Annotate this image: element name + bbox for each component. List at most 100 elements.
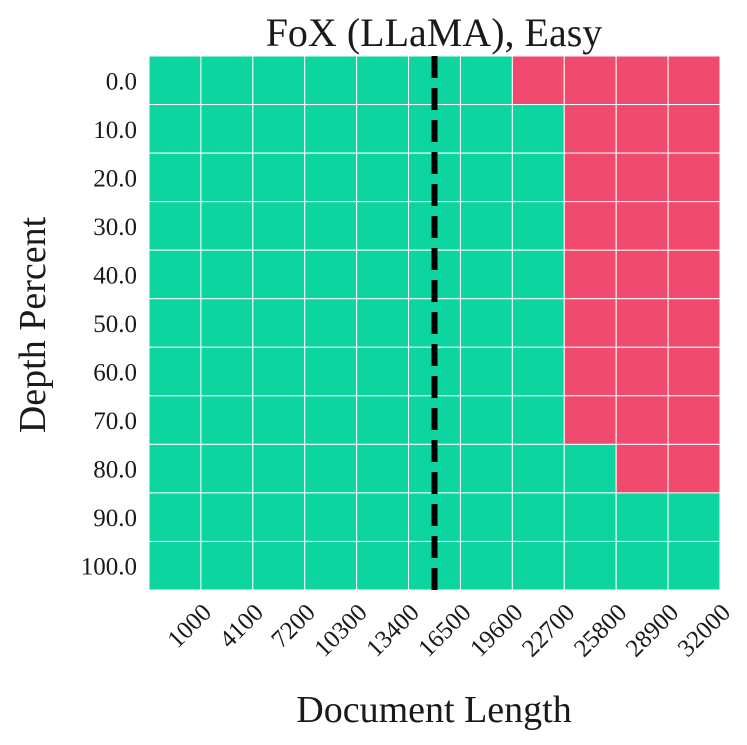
heatmap-cell [356, 443, 410, 494]
heatmap-cell [148, 346, 202, 397]
heatmap-cell [459, 346, 513, 397]
y-tick-label: 20.0 [93, 165, 137, 192]
heatmap-cell [511, 55, 565, 106]
heatmap-cell [148, 55, 202, 106]
heatmap-cell [615, 201, 669, 251]
heatmap-cell [511, 395, 565, 445]
heatmap-cell [148, 249, 202, 300]
heatmap-cell [563, 55, 617, 106]
heatmap-cell [356, 201, 410, 251]
y-tick-label: 100.0 [81, 554, 137, 581]
heatmap-cell [148, 492, 202, 542]
heatmap-cell [459, 443, 513, 494]
y-tick-labels: 0.0 10.0 20.0 30.0 40.0 50.0 60.0 70.0 80.0 90.0 1… [81, 68, 137, 580]
heatmap-cell [252, 395, 306, 445]
y-tick-label: 80.0 [93, 457, 137, 484]
heatmap-cell [667, 346, 721, 397]
heatmap-cell [200, 104, 254, 154]
heatmap-cell [563, 346, 617, 397]
heatmap-cell [563, 152, 617, 203]
heatmap-cell [200, 540, 254, 591]
heatmap-cell [304, 201, 358, 251]
heatmap-cell [148, 104, 202, 154]
heatmap-cell [200, 346, 254, 397]
heatmap-cell [356, 55, 410, 106]
heatmap-cell [200, 298, 254, 348]
heatmap-cell [252, 298, 306, 348]
heatmap-cell [615, 346, 669, 397]
heatmap-cell [511, 152, 565, 203]
heatmap-cell [356, 104, 410, 154]
x-tick-label: 22700 [517, 599, 580, 662]
x-tick-label: 19600 [465, 599, 528, 662]
heatmap-cell [667, 55, 721, 106]
heatmap-cell [252, 492, 306, 542]
y-tick-label: 90.0 [93, 505, 137, 532]
heatmap-cell [252, 346, 306, 397]
heatmap-cell [148, 540, 202, 591]
heatmap-cell [252, 540, 306, 591]
heatmap-cell [667, 201, 721, 251]
heatmap-cell [356, 346, 410, 397]
heatmap-cell [667, 443, 721, 494]
x-tick-label: 13400 [361, 599, 424, 662]
heatmap-cell [511, 443, 565, 494]
heatmap-cell [459, 55, 513, 106]
heatmap-cell [252, 201, 306, 251]
heatmap-cell [667, 249, 721, 300]
heatmap-cell [511, 492, 565, 542]
heatmap-cell [304, 346, 358, 397]
y-tick-label: 60.0 [93, 360, 137, 387]
heatmap-cell [563, 395, 617, 445]
x-tick-label: 4100 [214, 599, 268, 653]
heatmap-cell [356, 298, 410, 348]
y-tick-label: 10.0 [93, 117, 137, 144]
heatmap-cell [200, 201, 254, 251]
heatmap-cell [667, 152, 721, 203]
heatmap-cell [252, 104, 306, 154]
heatmap-cell [252, 443, 306, 494]
heatmap-cell [615, 152, 669, 203]
x-tick-label: 32000 [673, 599, 736, 662]
heatmap-cell [459, 395, 513, 445]
heatmap-cell [304, 104, 358, 154]
heatmap-cell [252, 152, 306, 203]
y-axis-label: Depth Percent [12, 216, 54, 433]
heatmap-cell [148, 443, 202, 494]
heatmap-cell [304, 492, 358, 542]
heatmap-cell [200, 443, 254, 494]
heatmap-cell [459, 201, 513, 251]
heatmap-cell [511, 201, 565, 251]
heatmap-cell [563, 298, 617, 348]
x-tick-label: 10300 [309, 599, 372, 662]
heatmap-cell [615, 443, 669, 494]
heatmap-cell [304, 443, 358, 494]
heatmap-cell [459, 152, 513, 203]
heatmap-cell [563, 104, 617, 154]
heatmap-cell [459, 540, 513, 591]
heatmap-cell [304, 395, 358, 445]
heatmap-cell [615, 298, 669, 348]
heatmap-cell [356, 249, 410, 300]
x-tick-label: 1000 [163, 599, 217, 653]
heatmap-cell [304, 298, 358, 348]
heatmap-cell [511, 298, 565, 348]
heatmap-cell [615, 249, 669, 300]
y-tick-label: 50.0 [93, 311, 137, 338]
heatmap-cell [148, 395, 202, 445]
heatmap-cell [667, 298, 721, 348]
heatmap-cell [563, 492, 617, 542]
y-tick-label: 0.0 [106, 68, 137, 95]
x-tick-label: 25800 [569, 599, 632, 662]
heatmap-cell [252, 249, 306, 300]
heatmap-cell [304, 55, 358, 106]
heatmap-cell [459, 298, 513, 348]
heatmap-cell [356, 395, 410, 445]
heatmap-cell [563, 540, 617, 591]
heatmap-cell [667, 540, 721, 591]
heatmap-cell [459, 492, 513, 542]
heatmap-cell [511, 104, 565, 154]
heatmap-cell [356, 540, 410, 591]
